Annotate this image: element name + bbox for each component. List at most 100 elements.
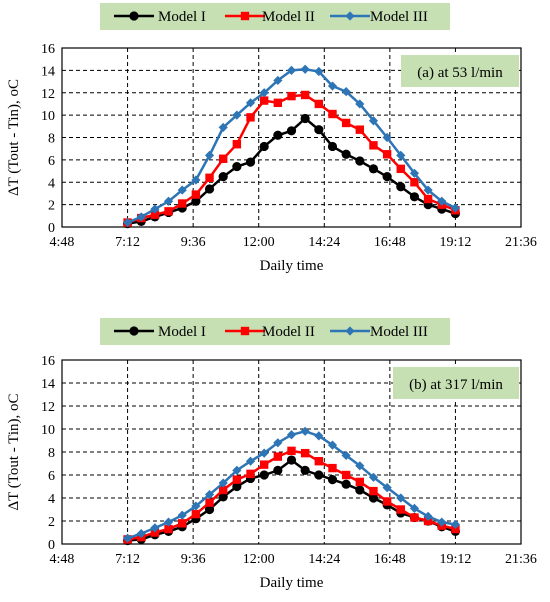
legend-label-3: Model III [370,9,428,25]
data-point [314,66,324,77]
x-tick-label: 7:12 [115,235,140,250]
data-point [382,483,392,493]
data-point [341,479,351,489]
data-point [259,96,269,105]
data-point [218,492,228,502]
data-point [300,465,310,475]
y-tick-label: 0 [48,221,55,236]
data-point [382,150,392,159]
y-tick-label: 2 [48,515,55,530]
y-tick-label: 4 [48,492,55,507]
data-point [273,98,283,108]
legend-label-2: Model II [262,9,315,25]
legend-marker-3 [345,326,355,336]
chart-panel-a: Model I Model II Model III 0 2 4 6 8 10 12 14 16 4:4… [6,3,537,274]
data-point [286,126,297,136]
x-axis-label: Daily time [260,258,324,274]
data-point [410,513,419,522]
data-point [177,510,187,520]
series-3 [122,426,461,543]
x-tick-label: 4:48 [50,235,75,250]
data-point [450,203,461,213]
data-point [314,470,324,480]
data-point [314,431,324,441]
data-point [136,529,146,539]
series-2 [123,90,460,227]
data-point [355,125,365,134]
y-tick-label: 6 [48,154,55,169]
data-point [245,157,256,167]
data-point [204,489,215,500]
data-point [218,154,228,163]
data-point [259,470,269,480]
data-point [300,426,310,436]
data-point [341,450,351,461]
data-point [382,497,392,506]
y-axis-label: ΔT (Tout - Tin), oC [6,79,22,196]
x-tick-label: 4:48 [50,552,75,567]
series-line-2 [127,93,456,224]
data-point [259,88,269,98]
data-point [423,511,433,521]
annotation: (a) at 53 l/min [401,55,519,87]
plot-frame [61,359,522,545]
data-point [191,501,201,511]
data-point [300,90,310,100]
data-point [232,475,242,484]
data-point [232,465,242,475]
data-point [368,493,379,503]
x-tick-label: 14:24 [308,552,340,567]
data-point [341,118,351,128]
data-point [136,212,146,222]
x-tick-label: 19:12 [439,552,471,567]
data-point [286,430,297,440]
data-point [218,478,228,488]
legend-label-1: Model I [158,324,206,340]
legend-marker-2 [240,11,250,21]
data-point [300,448,310,458]
y-tick-label: 14 [41,377,55,392]
data-point [423,185,433,195]
x-tick-label: 7:12 [115,552,140,567]
data-point [218,172,228,182]
data-point [218,485,228,495]
data-point [286,455,297,465]
data-point [355,99,365,109]
data-point [314,457,324,466]
data-point [177,185,187,195]
x-tick-label: 21:36 [505,552,537,567]
annotation-text: (a) at 53 l/min [417,65,503,81]
data-point [314,125,324,135]
data-point [369,486,378,496]
y-tick-label: 2 [48,199,55,214]
data-point [273,465,283,475]
series-1 [122,455,461,546]
legend-label-2: Model II [262,324,315,340]
annotation: (b) at 317 l/min [393,367,519,399]
data-point [232,140,242,149]
data-point [178,519,187,528]
legend-marker-3 [345,11,355,21]
data-point [245,98,256,108]
data-point [328,463,337,473]
data-point [287,91,296,101]
legend-label-3: Model III [370,324,428,340]
data-point [205,498,214,507]
data-point [396,493,406,503]
data-point [164,524,173,534]
data-point [328,109,337,119]
data-point [368,164,379,174]
data-point [451,524,460,534]
y-tick-label: 16 [41,354,55,369]
data-point [259,460,269,469]
y-axis-label: ΔT (Tout - Tin), oC [6,393,22,510]
data-point [232,481,242,492]
data-point [382,132,392,143]
y-tick-label: 8 [48,132,55,147]
data-point [259,141,269,152]
data-point [286,65,297,75]
y-tick-label: 6 [48,469,55,484]
data-point [355,156,365,166]
data-point [204,150,215,160]
data-point [409,192,420,202]
